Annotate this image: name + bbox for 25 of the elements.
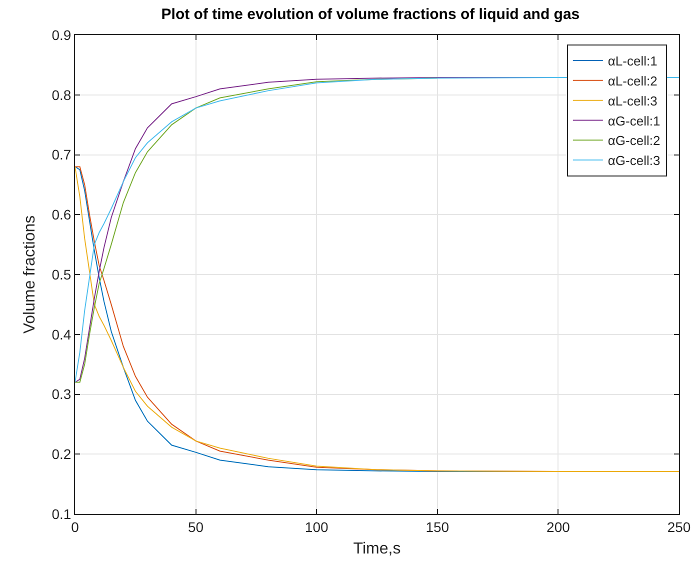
- legend-label: αG-cell:1: [608, 113, 660, 128]
- x-tick-label: 200: [546, 518, 570, 535]
- legend-label: αG-cell:2: [608, 133, 660, 148]
- y-tick-label: 0.1: [52, 506, 72, 522]
- x-tick-label: 0: [71, 518, 80, 535]
- x-tick-label: 150: [426, 518, 450, 535]
- x-tick-label: 50: [188, 518, 204, 535]
- y-tick-label: 0.5: [52, 266, 72, 282]
- y-tick-label: 0.3: [52, 386, 72, 402]
- legend-label: αG-cell:3: [608, 153, 660, 168]
- legend-label: αL-cell:3: [608, 93, 658, 108]
- x-axis-title: Time,s: [353, 540, 401, 558]
- legend-label: αL-cell:2: [608, 74, 658, 88]
- y-tick-label: 0.8: [52, 86, 72, 103]
- y-tick-label: 0.9: [52, 26, 72, 43]
- y-axis-title: Volume fractions: [22, 215, 39, 334]
- y-tick-label: 0.2: [52, 446, 72, 462]
- line-series: [75, 166, 679, 472]
- y-tick-label: 0.4: [52, 326, 72, 342]
- legend-label: αL-cell:1: [608, 54, 658, 69]
- chart-title: Plot of time evolution of volume fractions of liquid and gas: [161, 6, 580, 24]
- y-tick-label: 0.6: [52, 206, 72, 223]
- y-tick-label: 0.7: [52, 146, 72, 163]
- x-tick-label: 100: [304, 518, 328, 535]
- x-tick-label: 250: [667, 518, 691, 535]
